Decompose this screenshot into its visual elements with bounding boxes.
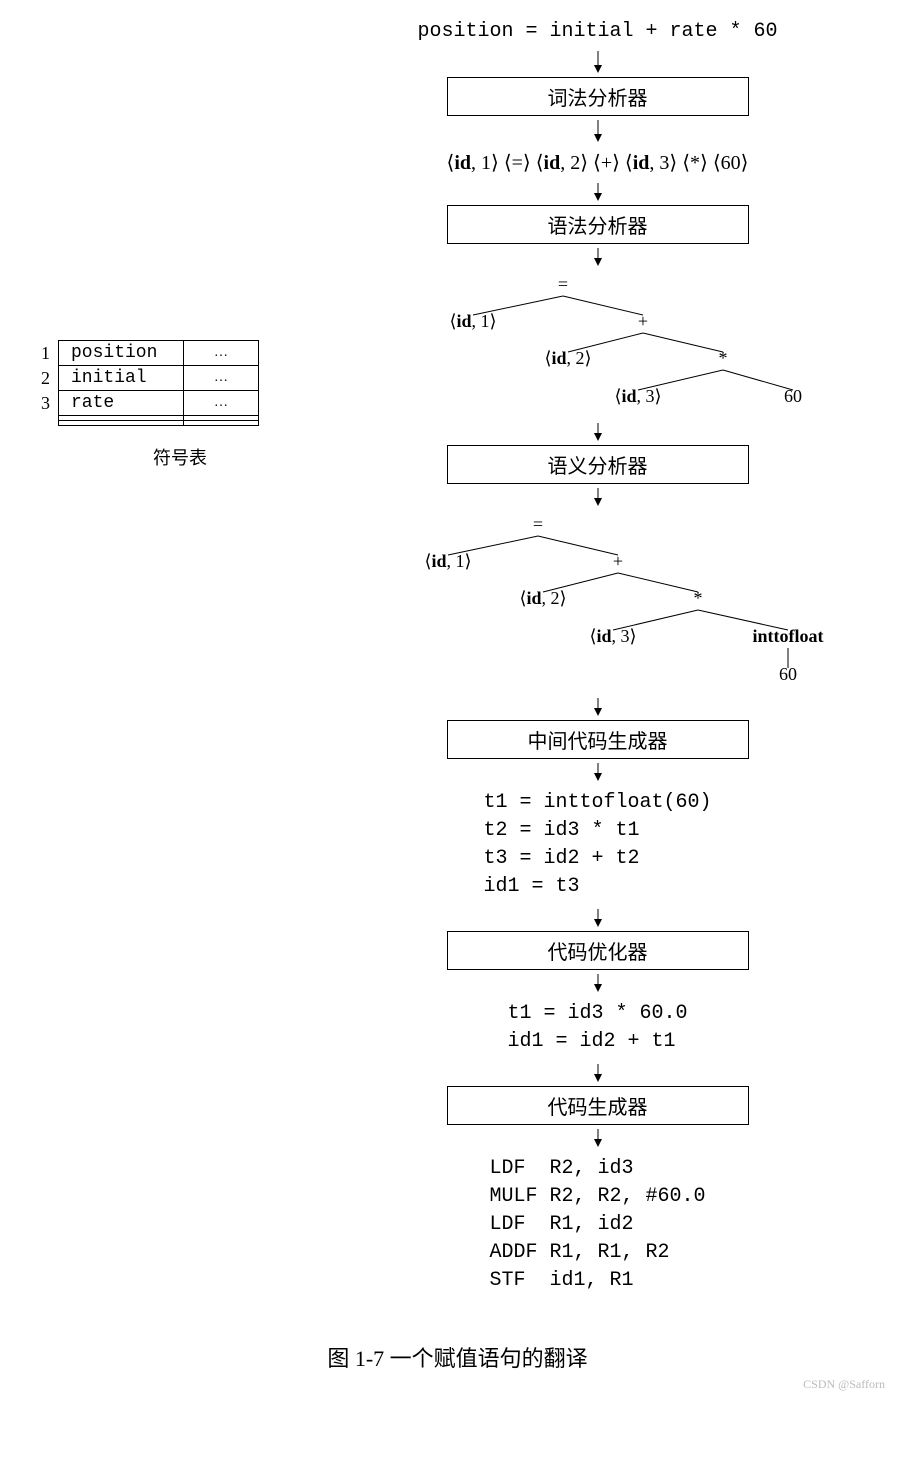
symbol-attrs: … [184,366,259,391]
token-stream: ⟨id, 1⟩ ⟨=⟩ ⟨id, 2⟩ ⟨+⟩ ⟨id, 3⟩ ⟨*⟩ ⟨60⟩ [447,150,749,175]
table-row: 2initial… [30,366,259,391]
arrow-icon [592,248,604,266]
symbol-name: rate [59,391,184,416]
tree-node: ⟨id, 1⟩ [449,311,496,331]
intermediate-codegen-box: 中间代码生成器 [447,720,749,759]
tree-node: ⟨id, 2⟩ [519,588,566,608]
arrow-icon [592,1129,604,1147]
tree-node: * [693,588,702,608]
symbol-table-grid: 1position…2initial…3rate… [30,340,259,426]
tree-node: = [557,274,567,294]
arrow-icon [592,183,604,201]
arrow-icon [592,974,604,992]
symbol-table-region: 1position…2initial…3rate… 符号表 [20,340,300,470]
table-row: 3rate… [30,391,259,416]
tree-node: ⟨id, 3⟩ [589,626,636,646]
table-row [30,421,259,426]
row-index: 1 [30,341,59,366]
arrow-icon [592,51,604,73]
symbol-name: initial [59,366,184,391]
arrow-icon [592,909,604,927]
tree-node: ⟨id, 1⟩ [424,551,471,571]
lexical-analyzer-box: 词法分析器 [447,77,749,116]
symbol-attrs [184,421,259,426]
syntax-tree: = ⟨id, 1⟩ + ⟨id, 2⟩ * ⟨id, 3⟩ 60 [363,272,833,417]
symbol-table: 1position…2initial…3rate… [30,340,300,426]
intermediate-code: t1 = inttofloat(60) t2 = id3 * t1 t3 = i… [483,789,711,901]
arrow-icon [592,120,604,142]
row-index: 2 [30,366,59,391]
optimized-code: t1 = id3 * 60.0 id1 = id2 + t1 [507,1000,687,1056]
target-code: LDF R2, id3 MULF R2, R2, #60.0 LDF R1, i… [489,1155,705,1295]
arrow-icon [592,488,604,506]
tree-node: 60 [784,386,802,406]
symbol-table-caption: 符号表 [60,444,300,470]
table-row: 1position… [30,341,259,366]
tree-node: + [612,551,622,571]
arrow-icon [592,698,604,716]
source-statement: position = initial + rate * 60 [417,20,777,43]
tree-node: = [532,514,542,534]
figure-caption: 图 1-7 一个赋值语句的翻译 [20,1341,895,1373]
optimizer-box: 代码优化器 [447,931,749,970]
semantic-analyzer-box: 语义分析器 [447,445,749,484]
watermark: CSDN @Safforn [20,1377,895,1392]
tree-node: * [718,348,727,368]
arrow-icon [592,423,604,441]
tree-node: ⟨id, 3⟩ [614,386,661,406]
semantic-tree: = ⟨id, 1⟩ + ⟨id, 2⟩ * ⟨id, 3⟩ inttofloat 60 [338,512,858,692]
arrow-icon [592,1064,604,1082]
row-index: 3 [30,391,59,416]
tree-node: inttofloat [752,626,823,646]
tree-node: 60 [779,664,797,684]
codegen-box: 代码生成器 [447,1086,749,1125]
compiler-pipeline: position = initial + rate * 60 词法分析器 ⟨id… [300,20,895,1301]
row-index [30,421,59,426]
diagram-container: 1position…2initial…3rate… 符号表 position =… [20,20,895,1301]
symbol-attrs: … [184,341,259,366]
arrow-icon [592,763,604,781]
syntax-analyzer-box: 语法分析器 [447,205,749,244]
symbol-name: position [59,341,184,366]
tree-node: + [637,311,647,331]
tree-node: ⟨id, 2⟩ [544,348,591,368]
symbol-name [59,421,184,426]
symbol-attrs: … [184,391,259,416]
